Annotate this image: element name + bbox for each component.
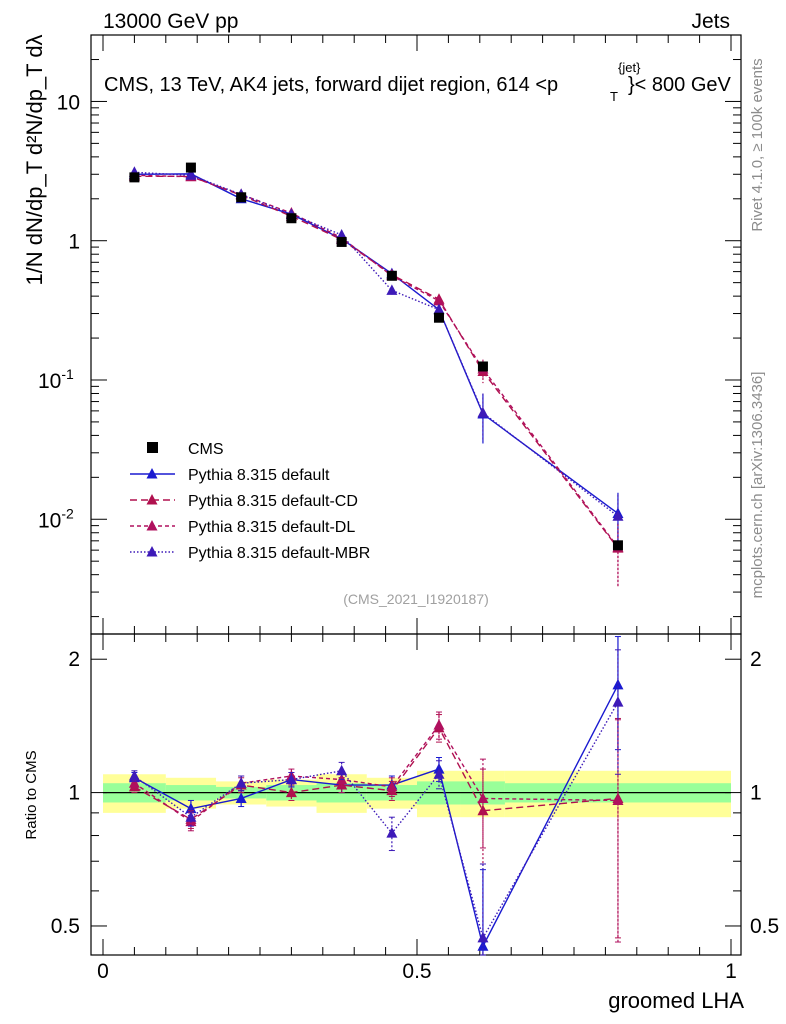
series-line <box>134 174 619 548</box>
ratio-y-tick-label: 1 <box>68 782 80 805</box>
series-line <box>134 173 619 515</box>
cms-data-point <box>129 172 140 183</box>
ratio-series-marker <box>235 792 247 803</box>
series-marker <box>433 303 445 315</box>
ratio-y-tick-label: 0.5 <box>51 915 80 938</box>
x-ticks: 0 0.5 1 <box>97 35 737 983</box>
series-marker <box>477 406 489 418</box>
legend-marker <box>146 520 158 531</box>
x-axis-label: groomed LHA <box>608 988 744 1013</box>
plot-title-sup: {jet} <box>618 60 641 75</box>
ratio-y-tick-label-right: 2 <box>750 648 762 671</box>
ratio-series-marker <box>185 811 197 822</box>
ratio-series-marker <box>128 777 140 788</box>
ratio-y-tick-label-right: 0.5 <box>750 915 779 938</box>
ratio-series-marker <box>433 768 445 779</box>
ratio-series-1 <box>128 714 624 939</box>
ratio-series-marker <box>386 780 398 792</box>
cms-data-point <box>477 361 488 372</box>
cms-data-point <box>386 270 397 281</box>
mcplots-label: mcplots.cern.ch [arXiv:1306.3436] <box>749 372 766 599</box>
ratio-y-tick-label-right: 1 <box>750 782 762 805</box>
x-tick-label: 1 <box>725 960 737 983</box>
ratio-frame <box>90 633 742 956</box>
legend: CMS Pythia 8.315 default Pythia 8.315 defa… <box>130 441 370 562</box>
legend-label: Pythia 8.315 default <box>188 467 330 484</box>
ratio-series-marker <box>612 696 624 707</box>
ratio-series-3 <box>128 649 624 956</box>
main-y-tick-base: 10 <box>38 509 61 532</box>
series-3 <box>128 166 624 551</box>
main-y-tick-label: 10 <box>57 91 80 114</box>
cms-data-point <box>185 162 196 173</box>
series-marker <box>185 169 197 180</box>
cms-data-point <box>236 192 247 203</box>
series-marker <box>433 294 445 306</box>
ratio-series-marker <box>386 827 398 838</box>
analysis-id: (CMS_2021_I1920187) <box>343 591 489 607</box>
category-label: Jets <box>691 10 730 33</box>
ratio-series-line <box>133 701 619 940</box>
energy-label: 13000 GeV pp <box>103 10 238 33</box>
legend-label: Pythia 8.315 default-CD <box>188 493 358 510</box>
series-marker <box>336 228 348 240</box>
ratio-series-marker <box>477 931 489 943</box>
cms-data-point <box>336 236 347 247</box>
plot-title-sub: T <box>610 89 618 104</box>
series-line <box>134 171 619 517</box>
main-y-tick-label: 10-2 <box>38 505 74 532</box>
main-y-axis-label: 1/N dN/dp_T d²N/dp_T dλ <box>22 34 47 285</box>
series-marker <box>612 510 624 521</box>
cms-data-point <box>612 540 623 551</box>
legend-marker <box>146 546 158 557</box>
ratio-panel: 0 0.5 10.5 0.51 12 2 <box>51 35 779 983</box>
plot-title-end: }< 800 GeV <box>628 74 732 96</box>
ratio-series-marker <box>285 786 297 798</box>
ratio-series-marker <box>477 804 489 816</box>
ratio-y-ticks: 0.5 0.5 1 1 2 2 <box>51 648 779 938</box>
ratio-bands <box>103 770 731 818</box>
cms-data-point <box>433 312 444 323</box>
ratio-series-marker <box>477 792 489 803</box>
ratio-series-marker <box>235 777 247 788</box>
main-y-tick-label: 1 <box>68 231 80 254</box>
cms-data-point <box>286 213 297 224</box>
cms-data <box>129 162 623 551</box>
main-y-tick-label: 10-1 <box>38 366 74 393</box>
legend-marker <box>146 468 158 479</box>
legend-cms-label: CMS <box>188 441 224 458</box>
legend-cms-marker <box>147 442 158 453</box>
legend-marker <box>146 494 158 505</box>
series-marker <box>386 284 398 295</box>
ratio-series-marker <box>433 719 445 730</box>
plot-title: CMS, 13 TeV, AK4 jets, forward dijet reg… <box>104 60 732 104</box>
ratio-series-line <box>134 726 619 821</box>
ratio-series-marker <box>128 770 140 781</box>
ratio-y-axis-label: Ratio to CMS <box>23 750 40 839</box>
ratio-series-marker <box>612 794 624 805</box>
ratio-y-tick-label: 2 <box>68 648 80 671</box>
rivet-label: Rivet 4.1.0, ≥ 100k events <box>749 58 766 231</box>
ratio-series-2 <box>128 711 624 943</box>
ratio-series-marker <box>336 764 348 776</box>
main-y-tick-exponent: -2 <box>61 505 74 521</box>
series-0 <box>128 167 624 546</box>
main-y-tick-exponent: -1 <box>61 366 74 382</box>
ratio-series-marker <box>612 678 624 690</box>
ratio-series-marker <box>285 773 297 785</box>
plot-title-main: CMS, 13 TeV, AK4 jets, forward dijet reg… <box>104 74 558 96</box>
main-y-tick-base: 10 <box>38 370 61 393</box>
x-tick-label: 0 <box>97 960 109 983</box>
legend-label: Pythia 8.315 default-MBR <box>188 545 370 562</box>
x-tick-label: 0.5 <box>402 960 431 983</box>
legend-label: Pythia 8.315 default-DL <box>188 519 355 536</box>
